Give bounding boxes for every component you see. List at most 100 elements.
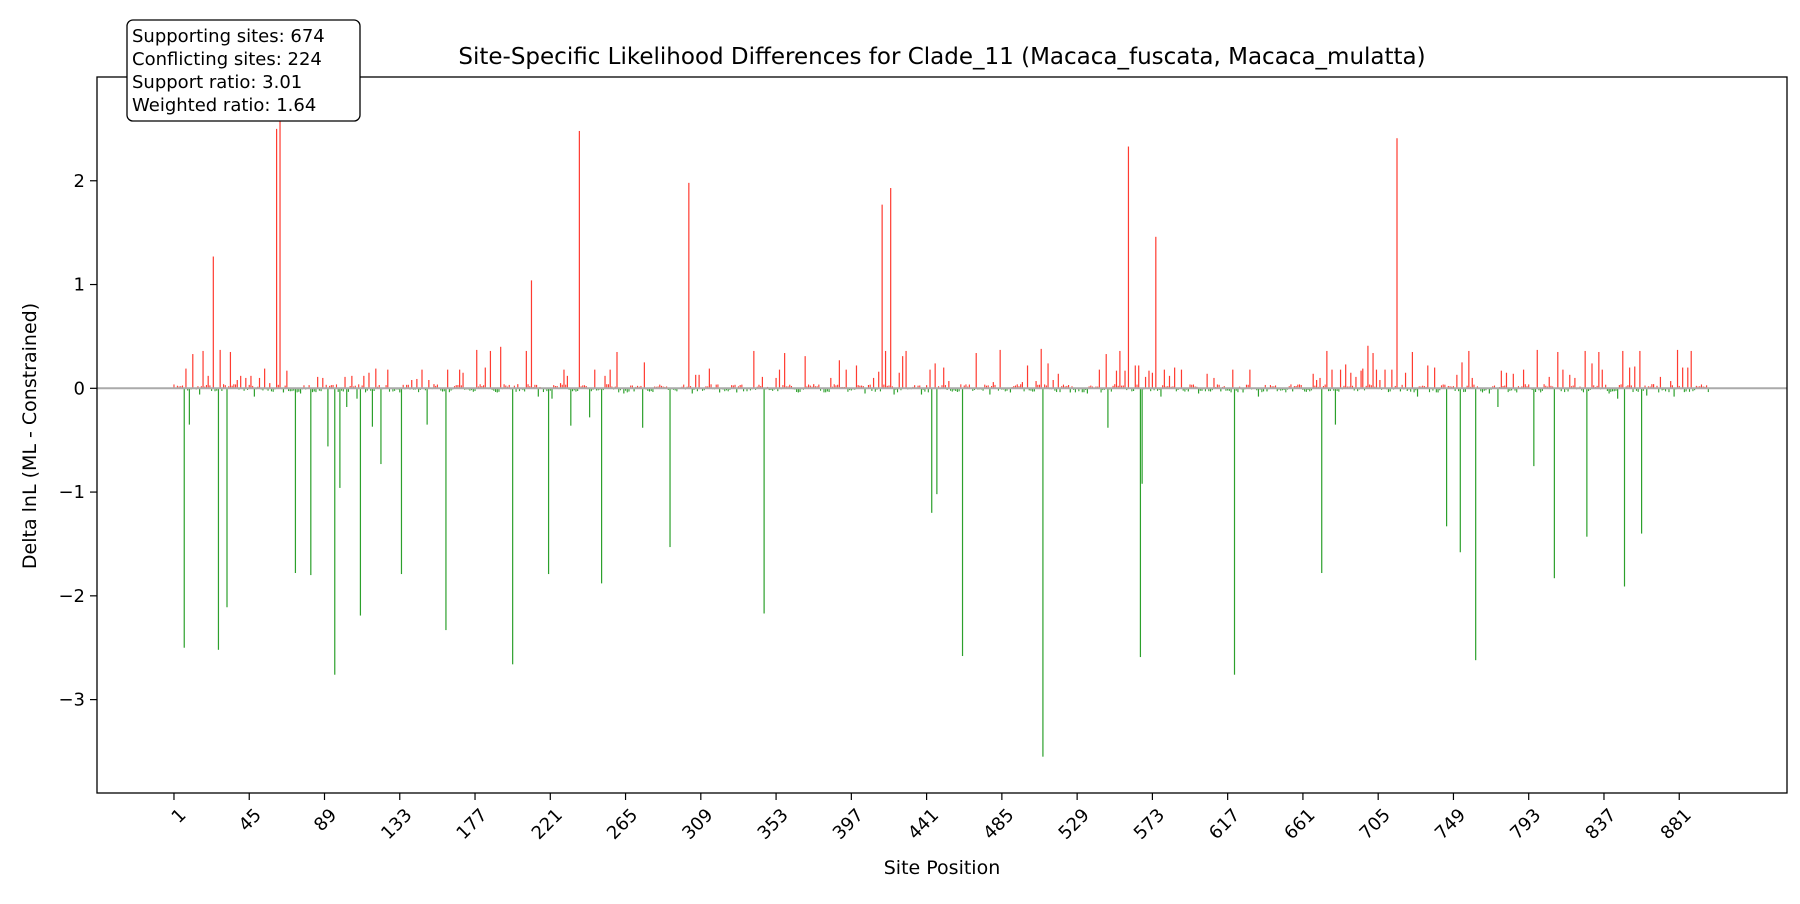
site-bar xyxy=(1245,384,1248,389)
site-bar xyxy=(1266,388,1268,392)
site-bar xyxy=(618,388,620,393)
site-bar xyxy=(546,388,548,392)
site-bar xyxy=(719,388,721,393)
site-bar xyxy=(212,256,214,389)
site-bar xyxy=(826,388,828,392)
site-bar xyxy=(1227,388,1229,391)
site-bar xyxy=(1242,388,1244,393)
site-bar xyxy=(1370,385,1372,389)
site-bar xyxy=(1035,381,1037,389)
site-bar xyxy=(631,385,633,389)
site-bar xyxy=(1038,384,1041,389)
site-bar xyxy=(1047,363,1049,389)
site-bar xyxy=(1570,386,1573,389)
site-bar xyxy=(1237,388,1239,393)
site-bar xyxy=(1015,385,1017,389)
site-bar xyxy=(1471,377,1473,389)
site-bar xyxy=(1581,388,1583,391)
site-bar xyxy=(513,385,515,389)
site-bar xyxy=(1151,372,1153,389)
site-bar xyxy=(1613,388,1615,392)
site-bar xyxy=(183,388,185,648)
site-bar xyxy=(245,377,247,389)
site-bar xyxy=(1162,385,1164,389)
site-bar xyxy=(436,384,438,389)
site-bar xyxy=(476,349,478,389)
site-bar xyxy=(556,385,558,389)
x-tick-label: 265 xyxy=(603,805,642,844)
site-bar xyxy=(676,388,678,392)
site-bar xyxy=(187,388,189,391)
site-bar xyxy=(1052,380,1054,389)
site-bar xyxy=(874,388,876,392)
site-bar xyxy=(965,384,967,389)
site-bar xyxy=(1232,369,1234,389)
site-bar xyxy=(647,388,649,391)
site-bar xyxy=(1641,388,1643,534)
site-bar xyxy=(590,388,592,392)
site-bar xyxy=(739,385,741,389)
site-bar xyxy=(1399,388,1402,392)
site-bar xyxy=(1365,385,1367,389)
site-bar xyxy=(1228,388,1230,391)
site-bar xyxy=(736,388,738,393)
site-bar xyxy=(864,388,866,394)
site-bar xyxy=(1692,388,1694,392)
site-bar xyxy=(1488,388,1490,394)
site-bar xyxy=(216,388,218,391)
site-bar xyxy=(1678,385,1680,389)
site-bar xyxy=(597,388,599,391)
site-bar xyxy=(223,384,225,389)
site-bar xyxy=(426,388,428,425)
site-bar xyxy=(276,128,278,389)
site-bar xyxy=(1269,384,1271,389)
site-bar xyxy=(1163,369,1165,389)
site-bar xyxy=(871,388,873,391)
site-bar xyxy=(1458,388,1460,392)
site-bar xyxy=(943,367,945,389)
site-bar xyxy=(207,375,209,389)
site-bar xyxy=(884,350,887,389)
site-bar xyxy=(1216,384,1218,389)
y-tick-label: −3 xyxy=(58,690,85,711)
site-bar xyxy=(1293,386,1295,389)
site-bar xyxy=(1452,386,1454,389)
site-bar xyxy=(192,354,194,389)
site-bar xyxy=(248,384,250,389)
site-bar xyxy=(570,388,572,426)
site-bar xyxy=(448,388,450,393)
site-bar xyxy=(809,385,811,389)
site-bar xyxy=(1098,369,1100,389)
site-bar xyxy=(1389,388,1391,392)
site-bar xyxy=(258,377,261,389)
site-bar xyxy=(411,380,413,389)
site-bar xyxy=(1596,385,1598,389)
site-bar xyxy=(1428,388,1431,393)
site-bar xyxy=(991,385,993,389)
site-bar xyxy=(472,388,474,392)
site-bar xyxy=(1290,384,1292,389)
site-bar xyxy=(399,388,401,393)
site-bar xyxy=(1074,388,1076,393)
site-bar xyxy=(919,385,921,389)
site-bar xyxy=(1350,372,1352,389)
site-bar xyxy=(1144,376,1147,389)
site-bar xyxy=(1437,388,1439,393)
site-bar xyxy=(318,388,320,391)
site-bar xyxy=(1461,362,1463,389)
site-bar xyxy=(888,385,890,389)
site-bar xyxy=(992,382,994,389)
site-bar xyxy=(905,350,907,389)
site-bar xyxy=(1423,386,1425,389)
site-bar xyxy=(830,377,832,389)
site-bar xyxy=(1105,354,1107,389)
site-bar xyxy=(861,385,863,389)
site-bar xyxy=(784,353,786,389)
site-bar xyxy=(530,280,533,389)
site-bar xyxy=(342,388,344,392)
site-bar xyxy=(1233,388,1236,675)
site-bar xyxy=(1481,388,1484,393)
site-bar xyxy=(857,385,859,389)
